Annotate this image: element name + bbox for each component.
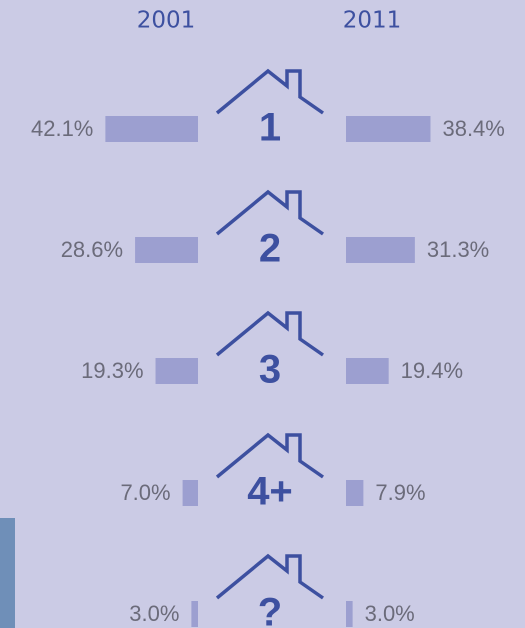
bar <box>156 358 198 384</box>
category-label: ? <box>258 591 282 628</box>
category-label: 2 <box>259 227 281 271</box>
series-header: 2001 <box>137 8 196 34</box>
background <box>0 0 525 628</box>
bar <box>346 358 389 384</box>
series-header: 2011 <box>343 8 402 34</box>
category-label: 4+ <box>247 470 293 514</box>
value-label: 19.4% <box>401 358 463 383</box>
value-label: 3.0% <box>129 601 179 626</box>
bar <box>346 237 415 263</box>
category-label: 3 <box>259 348 281 392</box>
bar <box>346 601 353 627</box>
value-label: 28.6% <box>61 237 123 262</box>
bar <box>105 116 198 142</box>
bar <box>346 116 430 142</box>
value-label: 3.0% <box>365 601 415 626</box>
chart: 2001 2011 1 42.1% 38.4% 2 28.6% 31.3% 3 19.3% 19… <box>0 0 525 628</box>
bar <box>191 601 198 627</box>
bar <box>346 480 363 506</box>
category-label: 1 <box>259 106 281 150</box>
photo-fragment <box>0 518 15 628</box>
value-label: 19.3% <box>81 358 143 383</box>
value-label: 7.9% <box>375 480 425 505</box>
value-label: 7.0% <box>120 480 170 505</box>
value-label: 31.3% <box>427 237 489 262</box>
bar <box>183 480 198 506</box>
bar <box>135 237 198 263</box>
value-label: 42.1% <box>31 116 93 141</box>
value-label: 38.4% <box>442 116 504 141</box>
